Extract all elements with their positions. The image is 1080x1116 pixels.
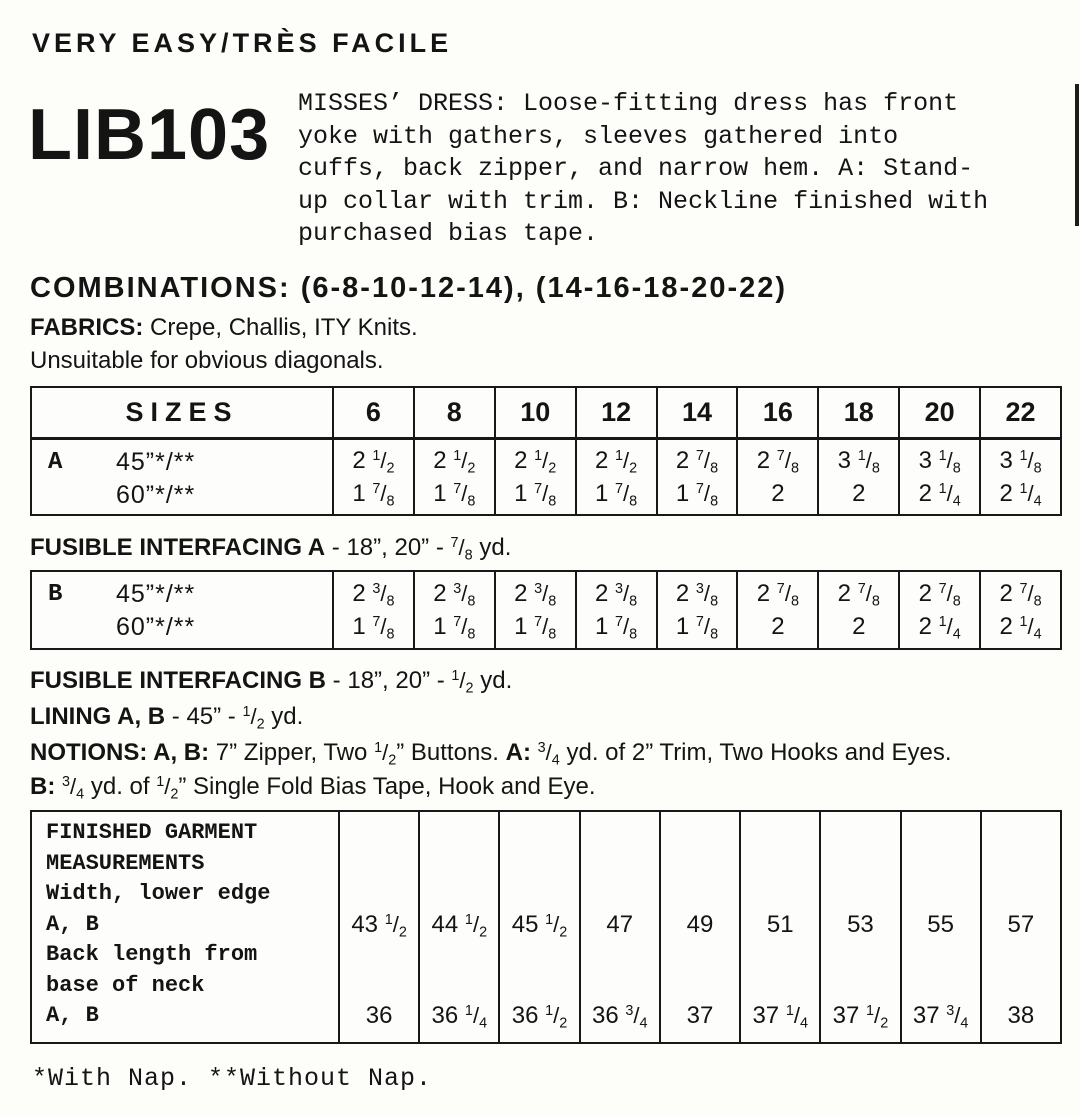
size-col-header: 18 bbox=[817, 388, 899, 440]
fabric-width-60: 60”*/** bbox=[116, 613, 196, 641]
fusible-interfacing-b: FUSIBLE INTERFACING B - 18”, 20” - 1/2 y… bbox=[30, 667, 513, 697]
yardage-cell: 2 1/2 1 7/8 bbox=[493, 440, 575, 514]
notions-line-2: B: 3/4 yd. of 1/2” Single Fold Bias Tape… bbox=[30, 773, 596, 803]
fabric-width-45: 45”*/** bbox=[116, 448, 196, 476]
yardage-cell: 2 1/2 1 7/8 bbox=[574, 440, 656, 514]
yardage-cell: 2 3/8 1 7/8 bbox=[332, 572, 413, 648]
yardage-cell: 2 7/8 2 bbox=[736, 572, 817, 648]
yardage-cell: 2 3/8 1 7/8 bbox=[574, 572, 656, 648]
yardage-cell: 3 1/8 2 1/4 bbox=[979, 440, 1060, 514]
size-col-header: 14 bbox=[655, 388, 737, 440]
view-a-row-label: A 45”*/** 60”*/** bbox=[48, 448, 196, 509]
size-col-header: 10 bbox=[493, 388, 575, 440]
lining-line: LINING A, B - 45” - 1/2 yd. bbox=[30, 703, 304, 733]
difficulty-banner: VERY EASY/TRÈS FACILE bbox=[32, 28, 453, 58]
yardage-cell: 3 1/8 2 1/4 bbox=[898, 440, 979, 514]
size-col-header: 16 bbox=[736, 388, 818, 440]
sizes-header: SIZES bbox=[32, 388, 332, 440]
size-col-header: 6 bbox=[332, 388, 413, 440]
notions-line-1: NOTIONS: A, B: 7” Zipper, Two 1/2” Butto… bbox=[30, 739, 952, 769]
yardage-cell: 2 3/8 1 7/8 bbox=[493, 572, 575, 648]
finished-measurements-label: FINISHED GARMENT MEASUREMENTS Width, low… bbox=[46, 820, 271, 1028]
measurement-cell: 43 1/2 36 bbox=[338, 812, 418, 1042]
fabric-width-60: 60”*/** bbox=[116, 481, 196, 509]
size-col-header: 12 bbox=[574, 388, 656, 440]
combinations-line: COMBINATIONS: (6-8-10-12-14), (14-16-18-… bbox=[30, 272, 788, 304]
measurement-cell: 45 1/2 36 1/2 bbox=[498, 812, 578, 1042]
measurement-cell: 57 38 bbox=[979, 812, 1060, 1042]
scan-edge-line bbox=[1075, 84, 1079, 226]
yardage-cell: 2 3/8 1 7/8 bbox=[655, 572, 737, 648]
yardage-table-b: B 45”*/** 60”*/** 2 3/8 1 7/8 2 3/8 1 7/8 2… bbox=[30, 570, 1062, 650]
yardage-cell: 2 7/8 2 1/4 bbox=[898, 572, 979, 648]
measurement-cell: 51 37 1/4 bbox=[739, 812, 819, 1042]
view-b-row-label: B 45”*/** 60”*/** bbox=[48, 580, 196, 641]
measurement-cell: 55 37 3/4 bbox=[899, 812, 980, 1042]
size-col-header: 22 bbox=[979, 388, 1060, 440]
garment-description: MISSES’ DRESS: Loose-fitting dress has f… bbox=[298, 89, 989, 248]
yardage-cell: 2 7/8 1 7/8 bbox=[655, 440, 737, 514]
measurement-cell: 44 1/2 36 1/4 bbox=[418, 812, 498, 1042]
size-col-header: 20 bbox=[898, 388, 980, 440]
yardage-cell: 2 7/8 2 1/4 bbox=[979, 572, 1060, 648]
fabrics-note: Unsuitable for obvious diagonals. bbox=[30, 347, 384, 374]
fabrics-line: FABRICS: Crepe, Challis, ITY Knits. bbox=[30, 314, 418, 341]
size-col-header: 8 bbox=[412, 388, 494, 440]
yardage-cell: 2 1/2 1 7/8 bbox=[412, 440, 494, 514]
yardage-cell: 2 3/8 1 7/8 bbox=[412, 572, 494, 648]
pattern-number: LIB103 bbox=[28, 95, 271, 175]
finished-measurements-table: FINISHED GARMENT MEASUREMENTS Width, low… bbox=[30, 810, 1062, 1044]
measurement-cell: 53 37 1/2 bbox=[819, 812, 899, 1042]
fabric-width-45: 45”*/** bbox=[116, 580, 196, 608]
yardage-cell: 2 7/8 2 bbox=[736, 440, 817, 514]
fusible-interfacing-a: FUSIBLE INTERFACING A - 18”, 20” - 7/8 y… bbox=[30, 534, 512, 564]
nap-footnote: *With Nap. **Without Nap. bbox=[32, 1064, 433, 1093]
yardage-cell: 2 1/2 1 7/8 bbox=[332, 440, 413, 514]
yardage-table-a: SIZES 6 8 10 12 14 16 18 20 22 A 45”*/**… bbox=[30, 386, 1062, 516]
yardage-cell: 2 7/8 2 bbox=[817, 572, 898, 648]
yardage-cell: 3 1/8 2 bbox=[817, 440, 898, 514]
measurement-cell: 47 36 3/4 bbox=[578, 812, 659, 1042]
measurement-cell: 49 37 bbox=[658, 812, 739, 1042]
